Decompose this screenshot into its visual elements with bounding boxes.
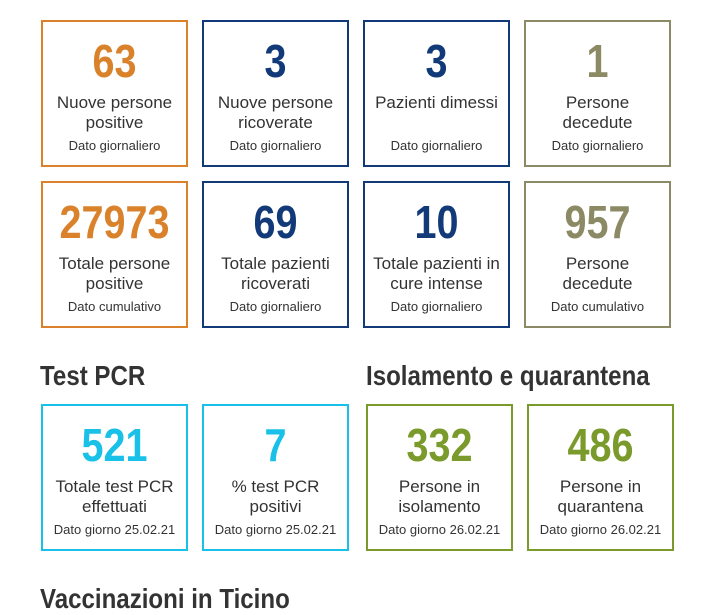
card-deceased-total: 957 Persone decedute Dato cumulativo [524, 181, 671, 328]
card-sub: Dato giornaliero [551, 138, 644, 153]
card-sub: Dato giorno 26.02.21 [378, 522, 501, 537]
card-deceased-daily: 1 Persone decedute Dato giornaliero [524, 20, 671, 167]
card-label: Totale pazienti in cure intense [373, 254, 500, 293]
card-label: Persone decedute [562, 254, 633, 293]
card-label: Totale pazienti ricoverati [221, 254, 330, 293]
card-sub: Dato giorno 25.02.21 [214, 522, 337, 537]
card-sub: Dato giorno 25.02.21 [53, 522, 176, 537]
card-label: Persone decedute [562, 93, 633, 132]
card-sub: Dato giorno 26.02.21 [539, 522, 662, 537]
card-value: 69 [253, 196, 298, 248]
card-value: 3 [425, 35, 448, 87]
card-sub: Dato giornaliero [68, 138, 161, 153]
card-sub: Dato giornaliero [229, 138, 322, 153]
card-label: Persone in quarantena [557, 477, 644, 516]
card-value: 486 [567, 419, 634, 471]
section-title-isolation: Isolamento e quarantena [366, 360, 650, 391]
card-sub: Dato giornaliero [390, 138, 483, 153]
card-pcr-positive-percent: 7 % test PCR positivi Dato giorno 25.02.… [202, 404, 349, 551]
card-sub: Dato giornaliero [229, 299, 322, 314]
card-label: Totale test PCR effettuati [55, 477, 174, 516]
card-label: Totale persone positive [58, 254, 171, 293]
card-total-hospitalized: 69 Totale pazienti ricoverati Dato giorn… [202, 181, 349, 328]
card-value: 10 [414, 196, 459, 248]
card-pcr-total: 521 Totale test PCR effettuati Dato gior… [41, 404, 188, 551]
section-title-vaccinations: Vaccinazioni in Ticino [40, 583, 290, 614]
section-title-pcr: Test PCR [40, 360, 146, 391]
card-value: 3 [264, 35, 287, 87]
card-label: % test PCR positivi [231, 477, 320, 516]
card-total-positive: 27973 Totale persone positive Dato cumul… [41, 181, 188, 328]
card-quarantine: 486 Persone in quarantena Dato giorno 26… [527, 404, 674, 551]
card-label: Persone in isolamento [398, 477, 481, 516]
card-value: 27973 [59, 196, 170, 248]
card-label: Nuove persone positive [56, 93, 173, 132]
card-new-hospitalized: 3 Nuove persone ricoverate Dato giornali… [202, 20, 349, 167]
card-value: 521 [81, 419, 148, 471]
card-value: 957 [564, 196, 631, 248]
card-value: 332 [406, 419, 473, 471]
card-isolation: 332 Persone in isolamento Dato giorno 26… [366, 404, 513, 551]
card-value: 7 [264, 419, 287, 471]
card-discharged: 3 Pazienti dimessi Dato giornaliero [363, 20, 510, 167]
card-label: Pazienti dimessi [375, 93, 498, 112]
card-sub: Dato giornaliero [390, 299, 483, 314]
card-value: 63 [92, 35, 137, 87]
card-label: Nuove persone ricoverate [217, 93, 334, 132]
card-new-positive: 63 Nuove persone positive Dato giornalie… [41, 20, 188, 167]
card-sub: Dato cumulativo [67, 299, 162, 314]
card-intensive-care: 10 Totale pazienti in cure intense Dato … [363, 181, 510, 328]
card-value: 1 [586, 35, 609, 87]
card-sub: Dato cumulativo [550, 299, 645, 314]
